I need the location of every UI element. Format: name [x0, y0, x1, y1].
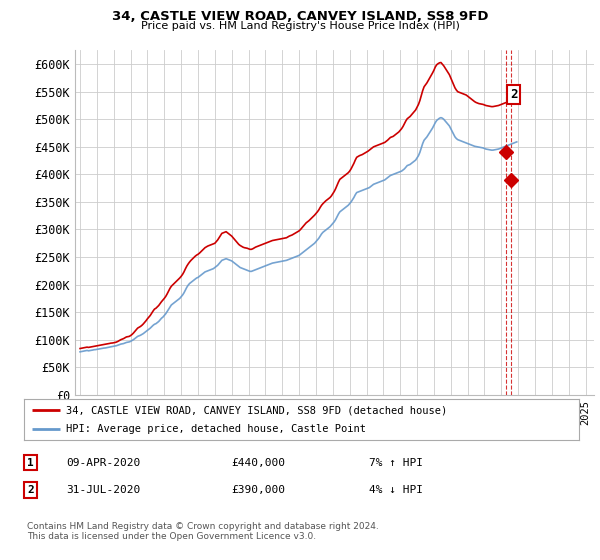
Text: 31-JUL-2020: 31-JUL-2020	[66, 485, 140, 495]
Text: HPI: Average price, detached house, Castle Point: HPI: Average price, detached house, Cast…	[65, 424, 365, 433]
Text: 4% ↓ HPI: 4% ↓ HPI	[369, 485, 423, 495]
Text: Contains HM Land Registry data © Crown copyright and database right 2024.
This d: Contains HM Land Registry data © Crown c…	[27, 522, 379, 542]
Text: 09-APR-2020: 09-APR-2020	[66, 458, 140, 468]
Text: 2: 2	[510, 88, 517, 101]
Text: 7% ↑ HPI: 7% ↑ HPI	[369, 458, 423, 468]
Text: £390,000: £390,000	[231, 485, 285, 495]
Text: 34, CASTLE VIEW ROAD, CANVEY ISLAND, SS8 9FD (detached house): 34, CASTLE VIEW ROAD, CANVEY ISLAND, SS8…	[65, 405, 447, 415]
Text: 2: 2	[27, 485, 34, 495]
Text: Price paid vs. HM Land Registry's House Price Index (HPI): Price paid vs. HM Land Registry's House …	[140, 21, 460, 31]
Text: £440,000: £440,000	[231, 458, 285, 468]
Text: 1: 1	[27, 458, 34, 468]
Text: 34, CASTLE VIEW ROAD, CANVEY ISLAND, SS8 9FD: 34, CASTLE VIEW ROAD, CANVEY ISLAND, SS8…	[112, 10, 488, 23]
